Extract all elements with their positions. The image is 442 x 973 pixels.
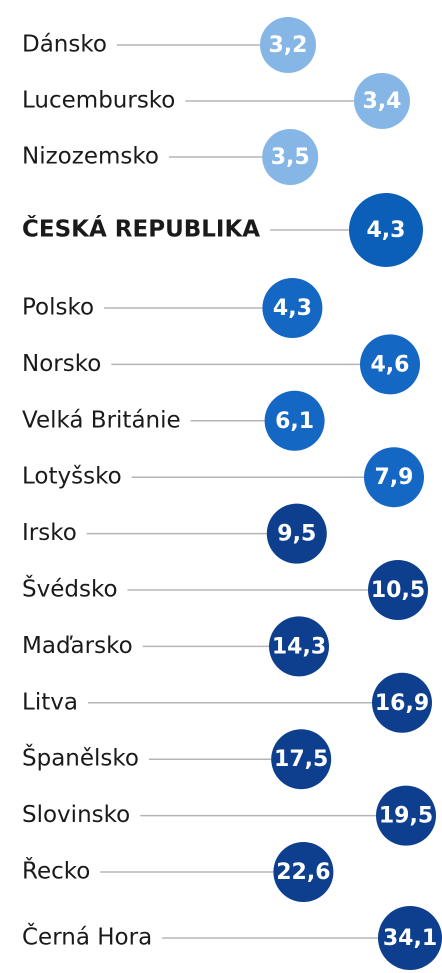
value-label: 6,1 xyxy=(275,409,314,434)
value-label: 22,6 xyxy=(276,860,330,885)
value-label: 7,9 xyxy=(375,465,414,490)
value-label: 17,5 xyxy=(274,747,328,772)
value-label: 3,2 xyxy=(269,33,308,58)
value-label: 19,5 xyxy=(379,804,433,829)
bubble xyxy=(264,390,325,451)
bubble xyxy=(364,447,424,508)
bubble xyxy=(271,729,332,790)
value-label: 3,5 xyxy=(271,145,310,170)
value-label: 4,6 xyxy=(371,352,410,377)
category-label: Velká Británie xyxy=(22,407,181,433)
bubble xyxy=(349,193,423,267)
category-label: Litva xyxy=(22,689,78,715)
value-label: 3,4 xyxy=(363,89,402,114)
bubble xyxy=(269,616,329,677)
bubble xyxy=(354,73,410,129)
category-label: Černá Hora xyxy=(22,923,152,951)
value-label: 4,3 xyxy=(367,218,406,243)
bubble xyxy=(262,278,323,338)
bubble xyxy=(260,17,316,73)
category-label: Lotyšsko xyxy=(22,464,122,490)
bubble xyxy=(378,906,442,970)
bubble xyxy=(372,672,432,733)
value-label: 4,3 xyxy=(273,296,312,321)
category-label: Řecko xyxy=(22,857,90,885)
category-label: Slovinsko xyxy=(22,802,130,828)
category-label: Španělsko xyxy=(22,744,139,772)
bubble xyxy=(266,503,327,564)
value-label: 16,9 xyxy=(375,691,429,716)
category-label: Lucembursko xyxy=(22,88,175,114)
value-label: 10,5 xyxy=(371,578,425,603)
value-label: 14,3 xyxy=(272,634,326,659)
bubble xyxy=(360,334,420,395)
value-label: 34,1 xyxy=(383,926,437,951)
value-label: 9,5 xyxy=(277,522,316,547)
category-label: Irsko xyxy=(22,520,77,546)
category-label: Norsko xyxy=(22,351,101,377)
category-label: Dánsko xyxy=(22,32,107,58)
category-label: ČESKÁ REPUBLIKA xyxy=(22,215,260,243)
category-label: Polsko xyxy=(22,295,94,321)
bubble xyxy=(262,129,319,185)
category-label: Maďarsko xyxy=(22,633,133,659)
bubble xyxy=(273,842,334,902)
bubble xyxy=(368,560,428,620)
category-label: Švédsko xyxy=(22,575,118,603)
bubble xyxy=(376,785,436,846)
category-label: Nizozemsko xyxy=(22,144,159,170)
